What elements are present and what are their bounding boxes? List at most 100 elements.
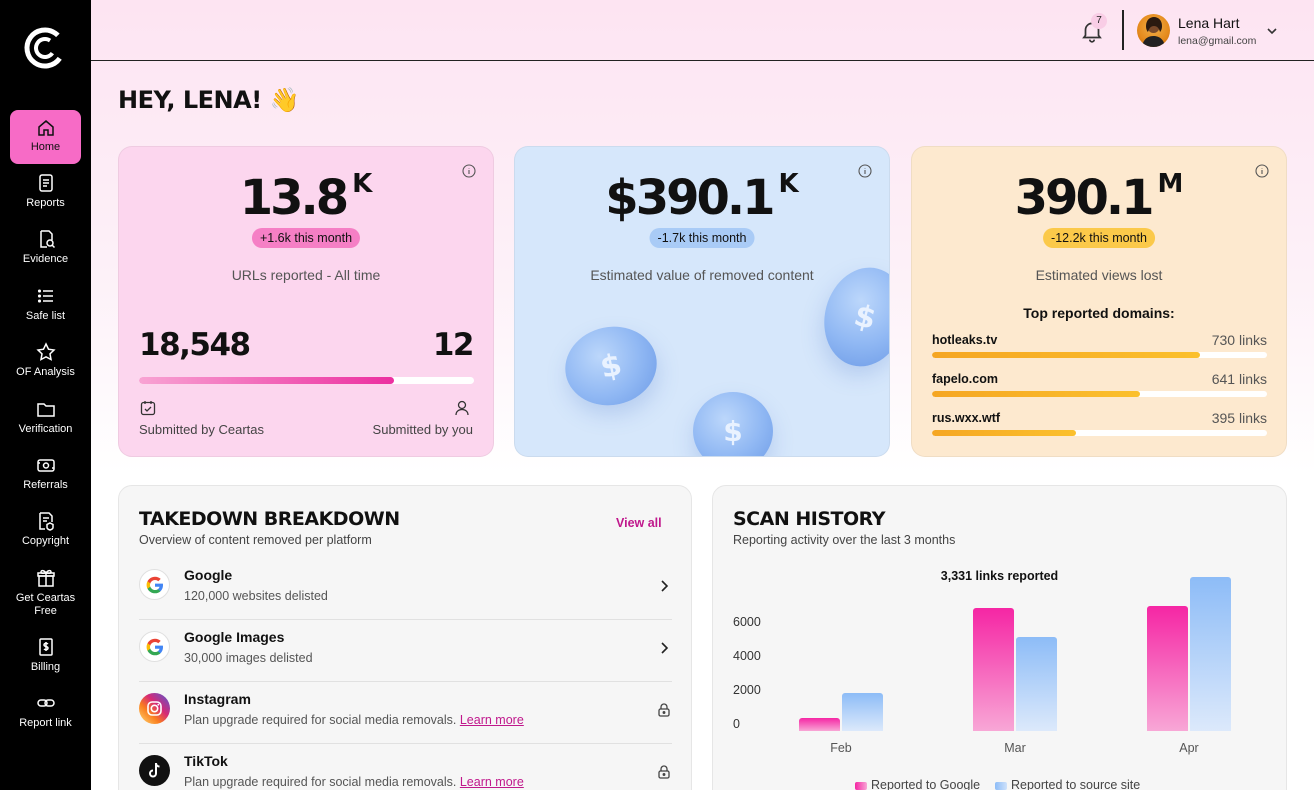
view-all-link[interactable]: View all xyxy=(616,516,662,530)
value-removed-label: Estimated value of removed content xyxy=(590,267,814,283)
evidence-icon xyxy=(39,230,55,249)
notification-count-badge: 7 xyxy=(1091,13,1107,29)
nav-label: Home xyxy=(30,141,61,153)
submission-progress-fill xyxy=(139,377,394,384)
chevron-right-icon[interactable] xyxy=(656,578,672,594)
nav-label: Safe list xyxy=(25,310,66,322)
bar-mar-google[interactable] xyxy=(973,608,1014,731)
panel-title: SCAN HISTORY xyxy=(733,508,885,530)
nav-item-evidence[interactable]: Evidence xyxy=(10,222,81,276)
x-tick-label: Apr xyxy=(1179,741,1199,755)
domain-bar xyxy=(932,352,1267,358)
nav-item-safe-list[interactable]: Safe list xyxy=(10,279,81,333)
value-removed-value: $390.1 K xyxy=(605,169,799,226)
bar-apr-google[interactable] xyxy=(1147,606,1188,731)
tiktok-icon xyxy=(139,755,170,786)
value-change-badge: -1.7k this month xyxy=(649,228,755,248)
nav-item-referrals[interactable]: Referrals xyxy=(10,448,81,502)
chevron-right-icon[interactable] xyxy=(656,640,672,656)
x-tick-label: Feb xyxy=(830,741,852,755)
nav-label: Verification xyxy=(18,423,73,435)
nav-item-billing[interactable]: Billing xyxy=(10,630,81,684)
bar-feb-google[interactable] xyxy=(799,717,840,731)
google-images-icon xyxy=(139,631,170,662)
sidebar: Home Reports Evidence Safe list OF Analysis V… xyxy=(0,0,91,790)
platform-row-instagram: Instagram Plan upgrade required for socia… xyxy=(139,682,672,744)
bar-apr-source-site[interactable] xyxy=(1190,577,1231,731)
bar-mar-source-site[interactable] xyxy=(1016,637,1057,731)
nav-item-verification[interactable]: Verification xyxy=(10,392,81,446)
x-tick-label: Mar xyxy=(1004,741,1026,755)
panel-subtitle: Overview of content removed per platform xyxy=(139,533,372,547)
y-tick-label: 0 xyxy=(733,717,740,731)
legend-item: Reported to Google xyxy=(855,778,980,790)
platform-row-google-images[interactable]: Google Images 30,000 images delisted xyxy=(139,620,672,682)
platform-name: Instagram xyxy=(184,691,251,707)
domain-links: 641 links xyxy=(1211,371,1267,387)
nav-label: Copyright xyxy=(21,535,70,547)
nav-item-home[interactable]: Home xyxy=(10,110,81,164)
user-email: lena@gmail.com xyxy=(1178,35,1257,47)
nav-label: OF Analysis xyxy=(16,366,75,378)
referrals-icon xyxy=(36,459,55,472)
info-icon[interactable] xyxy=(858,164,872,178)
learn-more-link[interactable]: Learn more xyxy=(459,713,524,727)
link-icon xyxy=(36,699,55,707)
info-icon[interactable] xyxy=(462,164,476,178)
bar-feb-source-site[interactable] xyxy=(842,693,883,731)
platform-row-tiktok: TikTok Plan upgrade required for social m… xyxy=(139,744,672,790)
submission-progress-bar xyxy=(139,377,474,384)
main-content: 7 Lena Hart lena@gmail.com HEY, LENA! 👋 … xyxy=(91,0,1314,790)
platform-description: 30,000 images delisted xyxy=(184,651,313,665)
nav-label: Report link xyxy=(19,717,72,729)
views-change-badge: -12.2k this month xyxy=(1043,228,1155,248)
legend-swatch xyxy=(995,781,1007,790)
scan-history-panel: SCAN HISTORY Reporting activity over the… xyxy=(712,485,1287,790)
platform-name: Google Images xyxy=(184,629,285,645)
divider xyxy=(1122,10,1124,50)
nav-item-get-ceartas-free[interactable]: Get Ceartas Free xyxy=(10,561,81,625)
nav-item-reports[interactable]: Reports xyxy=(10,166,81,220)
submitted-by-ceartas-count: 18,548 xyxy=(139,327,251,363)
copyright-icon xyxy=(38,512,54,531)
nav-item-copyright[interactable]: Copyright xyxy=(10,504,81,558)
lock-icon xyxy=(658,765,670,779)
nav-item-report-link[interactable]: Report link xyxy=(10,686,81,740)
platform-description: Plan upgrade required for social media r… xyxy=(184,713,524,727)
nav-item-of-analysis[interactable]: OF Analysis xyxy=(10,335,81,389)
nav-label: Referrals xyxy=(23,479,68,491)
user-name[interactable]: Lena Hart xyxy=(1178,15,1240,31)
views-lost-card: 390.1 M -12.2k this month Estimated views… xyxy=(911,146,1287,457)
domain-bar-fill xyxy=(932,391,1140,397)
domain-name: rus.wxx.wtf xyxy=(932,411,1001,425)
platform-name: TikTok xyxy=(184,753,228,769)
dollar-coin-icon: $ xyxy=(557,318,665,414)
dollar-coin-icon: $ xyxy=(693,392,773,456)
domain-bar xyxy=(932,430,1267,436)
domain-bar-fill xyxy=(932,430,1077,436)
nav-label: Evidence xyxy=(22,253,69,265)
submitted-by-you-label: Submitted by you xyxy=(372,422,473,437)
learn-more-link[interactable]: Learn more xyxy=(459,775,524,789)
submitted-by-you-count: 12 xyxy=(432,327,475,363)
legend-label: Reported to source site xyxy=(1011,778,1141,790)
urls-change-badge: +1.6k this month xyxy=(251,228,361,248)
panel-title: TAKEDOWN BREAKDOWN xyxy=(139,508,400,530)
domain-bar-fill xyxy=(932,352,1200,358)
y-tick-label: 2000 xyxy=(733,683,761,697)
legend-swatch xyxy=(855,781,867,790)
chart-title: 3,331 links reported xyxy=(940,569,1059,583)
avatar[interactable] xyxy=(1137,14,1170,47)
legend-item: Reported to source site xyxy=(995,778,1140,790)
list-icon xyxy=(37,289,53,303)
chevron-down-icon[interactable] xyxy=(1265,24,1279,38)
submitted-by-ceartas-label: Submitted by Ceartas xyxy=(139,422,265,437)
domain-bar xyxy=(932,391,1267,397)
info-icon[interactable] xyxy=(1255,164,1269,178)
platform-row-google[interactable]: Google 120,000 websites delisted xyxy=(139,558,672,620)
y-tick-label: 4000 xyxy=(733,649,761,663)
nav-label: Billing xyxy=(30,661,61,673)
ceartas-logo[interactable] xyxy=(23,26,67,70)
page-greeting: HEY, LENA! 👋 xyxy=(118,86,299,114)
star-icon xyxy=(35,342,56,361)
